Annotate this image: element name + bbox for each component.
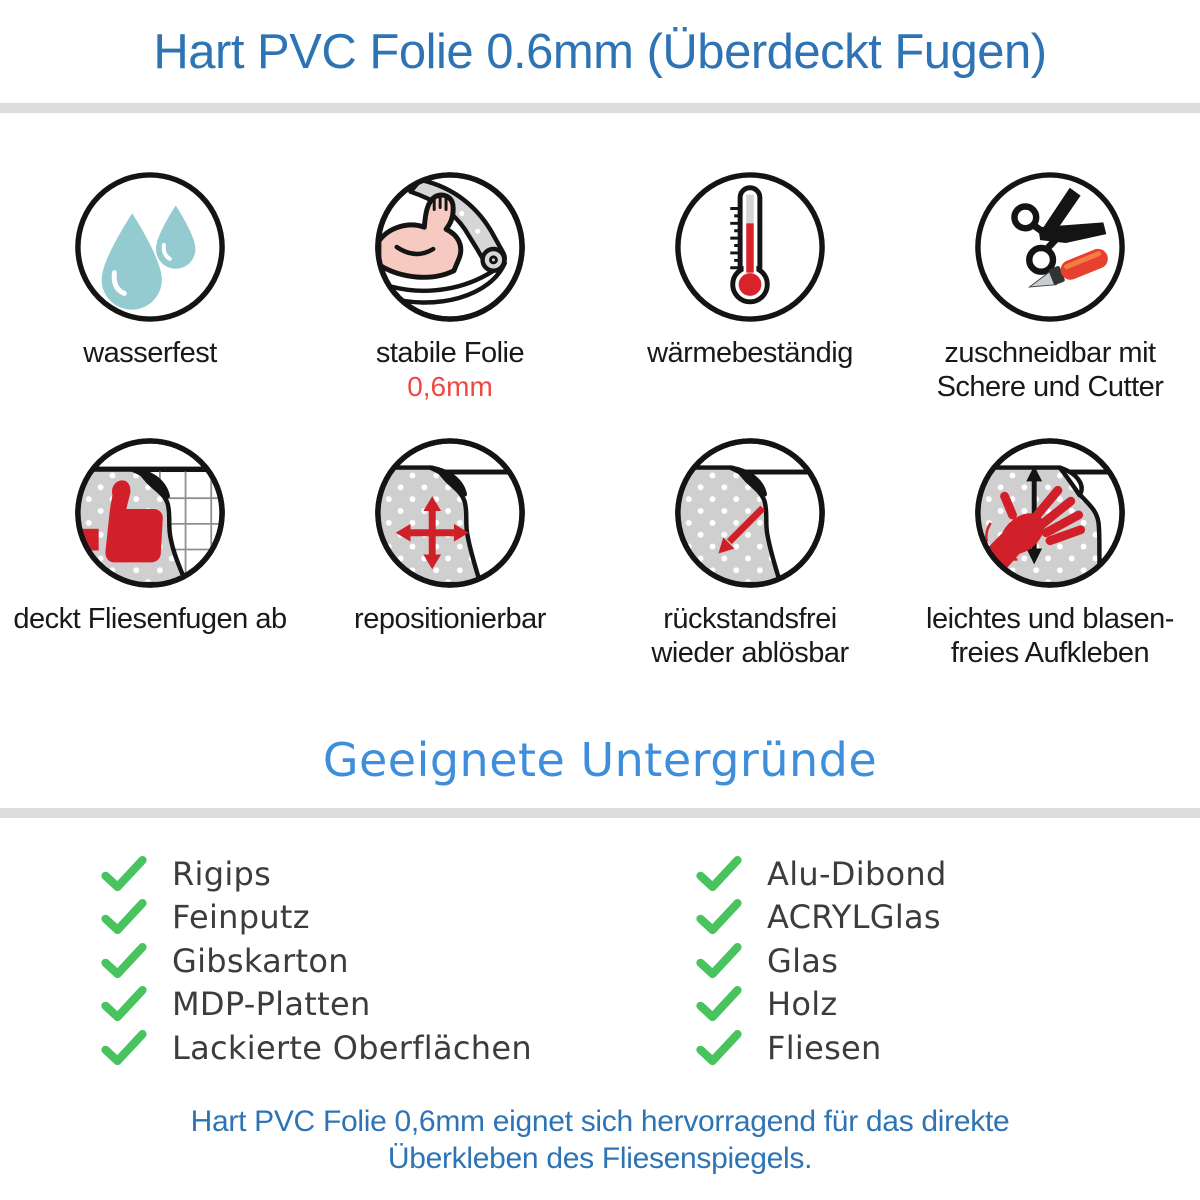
- feature-label: stabile Folie 0,6mm: [375, 337, 525, 402]
- divider-middle: [0, 808, 1200, 818]
- feature-waermebestaendig: wärmebeständig: [600, 168, 900, 404]
- check-icon: [696, 986, 742, 1022]
- feature-row-1: wasserfest: [0, 168, 1200, 404]
- list-item: Glas: [695, 939, 947, 983]
- footer-note: Hart PVC Folie 0,6mm eignet sich hervorr…: [0, 1103, 1200, 1177]
- feature-label: leichtes und blasen- freies Aufkleben: [926, 603, 1174, 669]
- surfaces-list-right: Alu-Dibond ACRYLGlas Glas Holz Fliesen: [695, 852, 947, 1070]
- scissors-and-cutter-icon: [975, 172, 1125, 322]
- list-item: Rigips: [100, 852, 532, 896]
- list-item-label: ACRYLGlas: [767, 898, 941, 937]
- feature-label: wärmebeständig: [647, 337, 853, 369]
- list-item-label: Fliesen: [767, 1028, 882, 1067]
- check-icon: [101, 855, 147, 891]
- feature-label: zuschneidbar mit Schere und Cutter: [936, 337, 1164, 403]
- feature-deckt-fliesenfugen: deckt Fliesenfugen ab: [0, 434, 300, 670]
- check-icon: [696, 855, 742, 891]
- surfaces-heading: Geeignete Untergründe: [322, 733, 878, 787]
- feature-label: repositionierbar: [354, 603, 546, 635]
- feature-repositionierbar: repositionierbar: [300, 434, 600, 670]
- list-item: Feinputz: [100, 896, 532, 940]
- list-item-label: Alu-Dibond: [767, 854, 947, 893]
- check-icon: [696, 942, 742, 978]
- check-icon: [101, 986, 147, 1022]
- divider-top: [0, 103, 1200, 113]
- list-item-label: Feinputz: [172, 898, 310, 937]
- check-icon: [696, 1029, 742, 1065]
- feature-row-2: deckt Fliesenfugen ab: [0, 434, 1200, 670]
- thermometer-icon: [675, 172, 825, 322]
- flexed-arm-foil-roll-icon: [375, 172, 525, 322]
- feature-rueckstandsfrei: rückstandsfrei wieder ablösbar: [600, 434, 900, 670]
- surfaces-list-left: Rigips Feinputz Gibskarton MDP-Platten L…: [100, 852, 532, 1070]
- list-item-label: Lackierte Oberflächen: [172, 1028, 532, 1067]
- thickness-value: 0,6mm: [407, 371, 493, 402]
- list-item: Holz: [695, 983, 947, 1027]
- footer-line-1: Hart PVC Folie 0,6mm eignet sich hervorr…: [190, 1105, 1010, 1138]
- feature-zuschneidbar: zuschneidbar mit Schere und Cutter: [900, 168, 1200, 404]
- list-item: ACRYLGlas: [695, 896, 947, 940]
- footer-line-2: Überkleben des Fliesenspiegels.: [387, 1142, 813, 1175]
- page-title: Hart PVC Folie 0.6mm (Überdeckt Fugen): [153, 25, 1047, 79]
- list-item-label: Holz: [767, 985, 838, 1024]
- list-item: Lackierte Oberflächen: [100, 1026, 532, 1070]
- list-item: Fliesen: [695, 1026, 947, 1070]
- list-item-label: Gibskarton: [172, 941, 349, 980]
- feature-blasenfreies-aufkleben: leichtes und blasen- freies Aufkleben: [900, 434, 1200, 670]
- list-item-label: MDP-Platten: [172, 985, 371, 1024]
- list-item: Alu-Dibond: [695, 852, 947, 896]
- feature-label: deckt Fliesenfugen ab: [13, 603, 287, 635]
- move-arrows-foil-icon: [375, 438, 525, 588]
- hand-smoothing-foil-icon: [975, 438, 1125, 588]
- feature-stabile-folie: stabile Folie 0,6mm: [300, 168, 600, 404]
- list-item-label: Rigips: [172, 854, 272, 893]
- list-item: MDP-Platten: [100, 983, 532, 1027]
- check-icon: [101, 1029, 147, 1065]
- check-icon: [696, 899, 742, 935]
- check-icon: [101, 942, 147, 978]
- peel-off-arrow-foil-icon: [675, 438, 825, 588]
- feature-label: rückstandsfrei wieder ablösbar: [651, 603, 849, 669]
- feature-wasserfest: wasserfest: [0, 168, 300, 404]
- thumbs-up-tile-cover-icon: [75, 438, 225, 588]
- list-item: Gibskarton: [100, 939, 532, 983]
- water-drops-icon: [75, 172, 225, 322]
- check-icon: [101, 899, 147, 935]
- list-item-label: Glas: [767, 941, 839, 980]
- feature-label: wasserfest: [83, 337, 217, 369]
